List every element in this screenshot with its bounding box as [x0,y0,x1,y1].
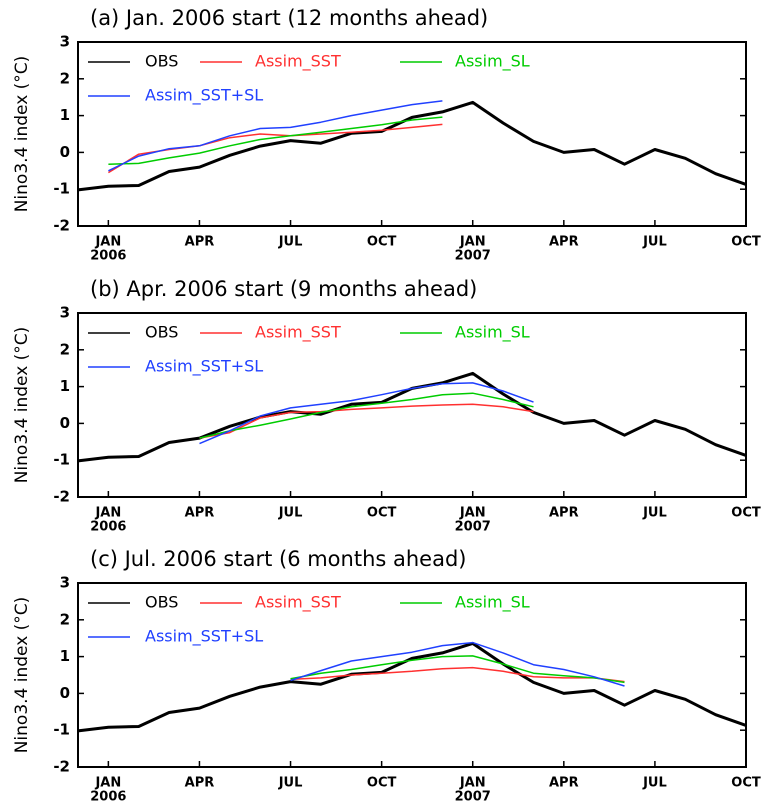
series-line [108,123,443,174]
year-label: 2006 [90,790,126,805]
x-tick-label: APR [185,235,215,250]
y-tick-label: 2 [60,340,70,358]
y-tick-label: 1 [60,377,70,395]
legend-label: OBS [145,593,178,612]
series-line [77,641,747,733]
legend-label: Assim_SL [455,593,530,613]
year-label: 2006 [90,520,126,535]
legend-label: Assim_SST [255,52,341,72]
y-tick-label: -2 [53,217,70,235]
panel-title: (b) Apr. 2006 start (9 months ahead) [90,277,477,301]
x-tick-label: APR [185,776,215,791]
legend-label: OBS [145,323,178,342]
y-tick-label: 0 [60,414,70,432]
x-tick-label: OCT [731,506,761,521]
x-tick-label: JAN [94,506,121,521]
y-tick-label: 3 [60,304,70,322]
y-tick-label: 1 [60,106,70,124]
x-tick-label: OCT [367,506,397,521]
plot-frame [77,41,747,227]
x-tick-label: OCT [367,235,397,250]
panel-title: (c) Jul. 2006 start (6 months ahead) [90,547,467,571]
y-axis-label: Nino3.4 index (°C) [12,56,32,213]
y-tick-label: 3 [60,33,70,51]
legend-label: Assim_SL [455,52,530,72]
series-line [290,666,625,683]
legend-label: Assim_SST+SL [145,357,263,377]
x-tick-label: APR [549,506,579,521]
x-tick-label: OCT [731,235,761,250]
x-tick-label: JUL [278,235,303,250]
y-tick-label: 3 [60,574,70,592]
series-line [199,403,534,439]
year-label: 2007 [455,790,491,805]
legend-label: OBS [145,52,178,71]
series-line [108,116,443,165]
y-tick-label: -2 [53,758,70,776]
x-tick-label: APR [185,506,215,521]
plot-frame [77,312,747,498]
year-label: 2006 [90,249,126,264]
x-tick-label: APR [549,776,579,791]
x-tick-label: JAN [459,506,486,521]
y-tick-label: -1 [53,180,70,198]
x-tick-label: OCT [367,776,397,791]
x-tick-label: JUL [278,506,303,521]
y-tick-label: 2 [60,610,70,628]
x-tick-label: JUL [278,776,303,791]
plot-frame [77,582,747,768]
x-tick-label: APR [549,235,579,250]
series-line [199,382,534,445]
series-line [77,100,747,192]
x-tick-label: JUL [642,506,667,521]
year-label: 2007 [455,520,491,535]
legend-label: Assim_SL [455,323,530,343]
y-axis-label: Nino3.4 index (°C) [12,327,32,484]
legend-label: Assim_SST [255,593,341,613]
x-tick-label: JAN [94,235,121,250]
series-line [77,371,747,463]
year-label: 2007 [455,249,491,264]
y-tick-label: -2 [53,488,70,506]
x-tick-label: JAN [459,776,486,791]
series-line [108,100,443,172]
x-tick-label: JUL [642,235,667,250]
x-tick-label: JAN [459,235,486,250]
y-tick-label: 0 [60,143,70,161]
y-tick-label: 0 [60,684,70,702]
x-tick-label: JUL [642,776,667,791]
y-tick-label: -1 [53,721,70,739]
y-tick-label: -1 [53,451,70,469]
series-line [290,641,625,687]
x-tick-label: OCT [731,776,761,791]
legend-label: Assim_SST [255,323,341,343]
series-line [290,655,625,684]
y-axis-label: Nino3.4 index (°C) [12,597,32,754]
y-tick-label: 1 [60,647,70,665]
panel-title: (a) Jan. 2006 start (12 months ahead) [90,6,488,30]
legend-label: Assim_SST+SL [145,86,263,106]
series-line [199,392,534,439]
x-tick-label: JAN [94,776,121,791]
legend-label: Assim_SST+SL [145,627,263,647]
y-tick-label: 2 [60,69,70,87]
